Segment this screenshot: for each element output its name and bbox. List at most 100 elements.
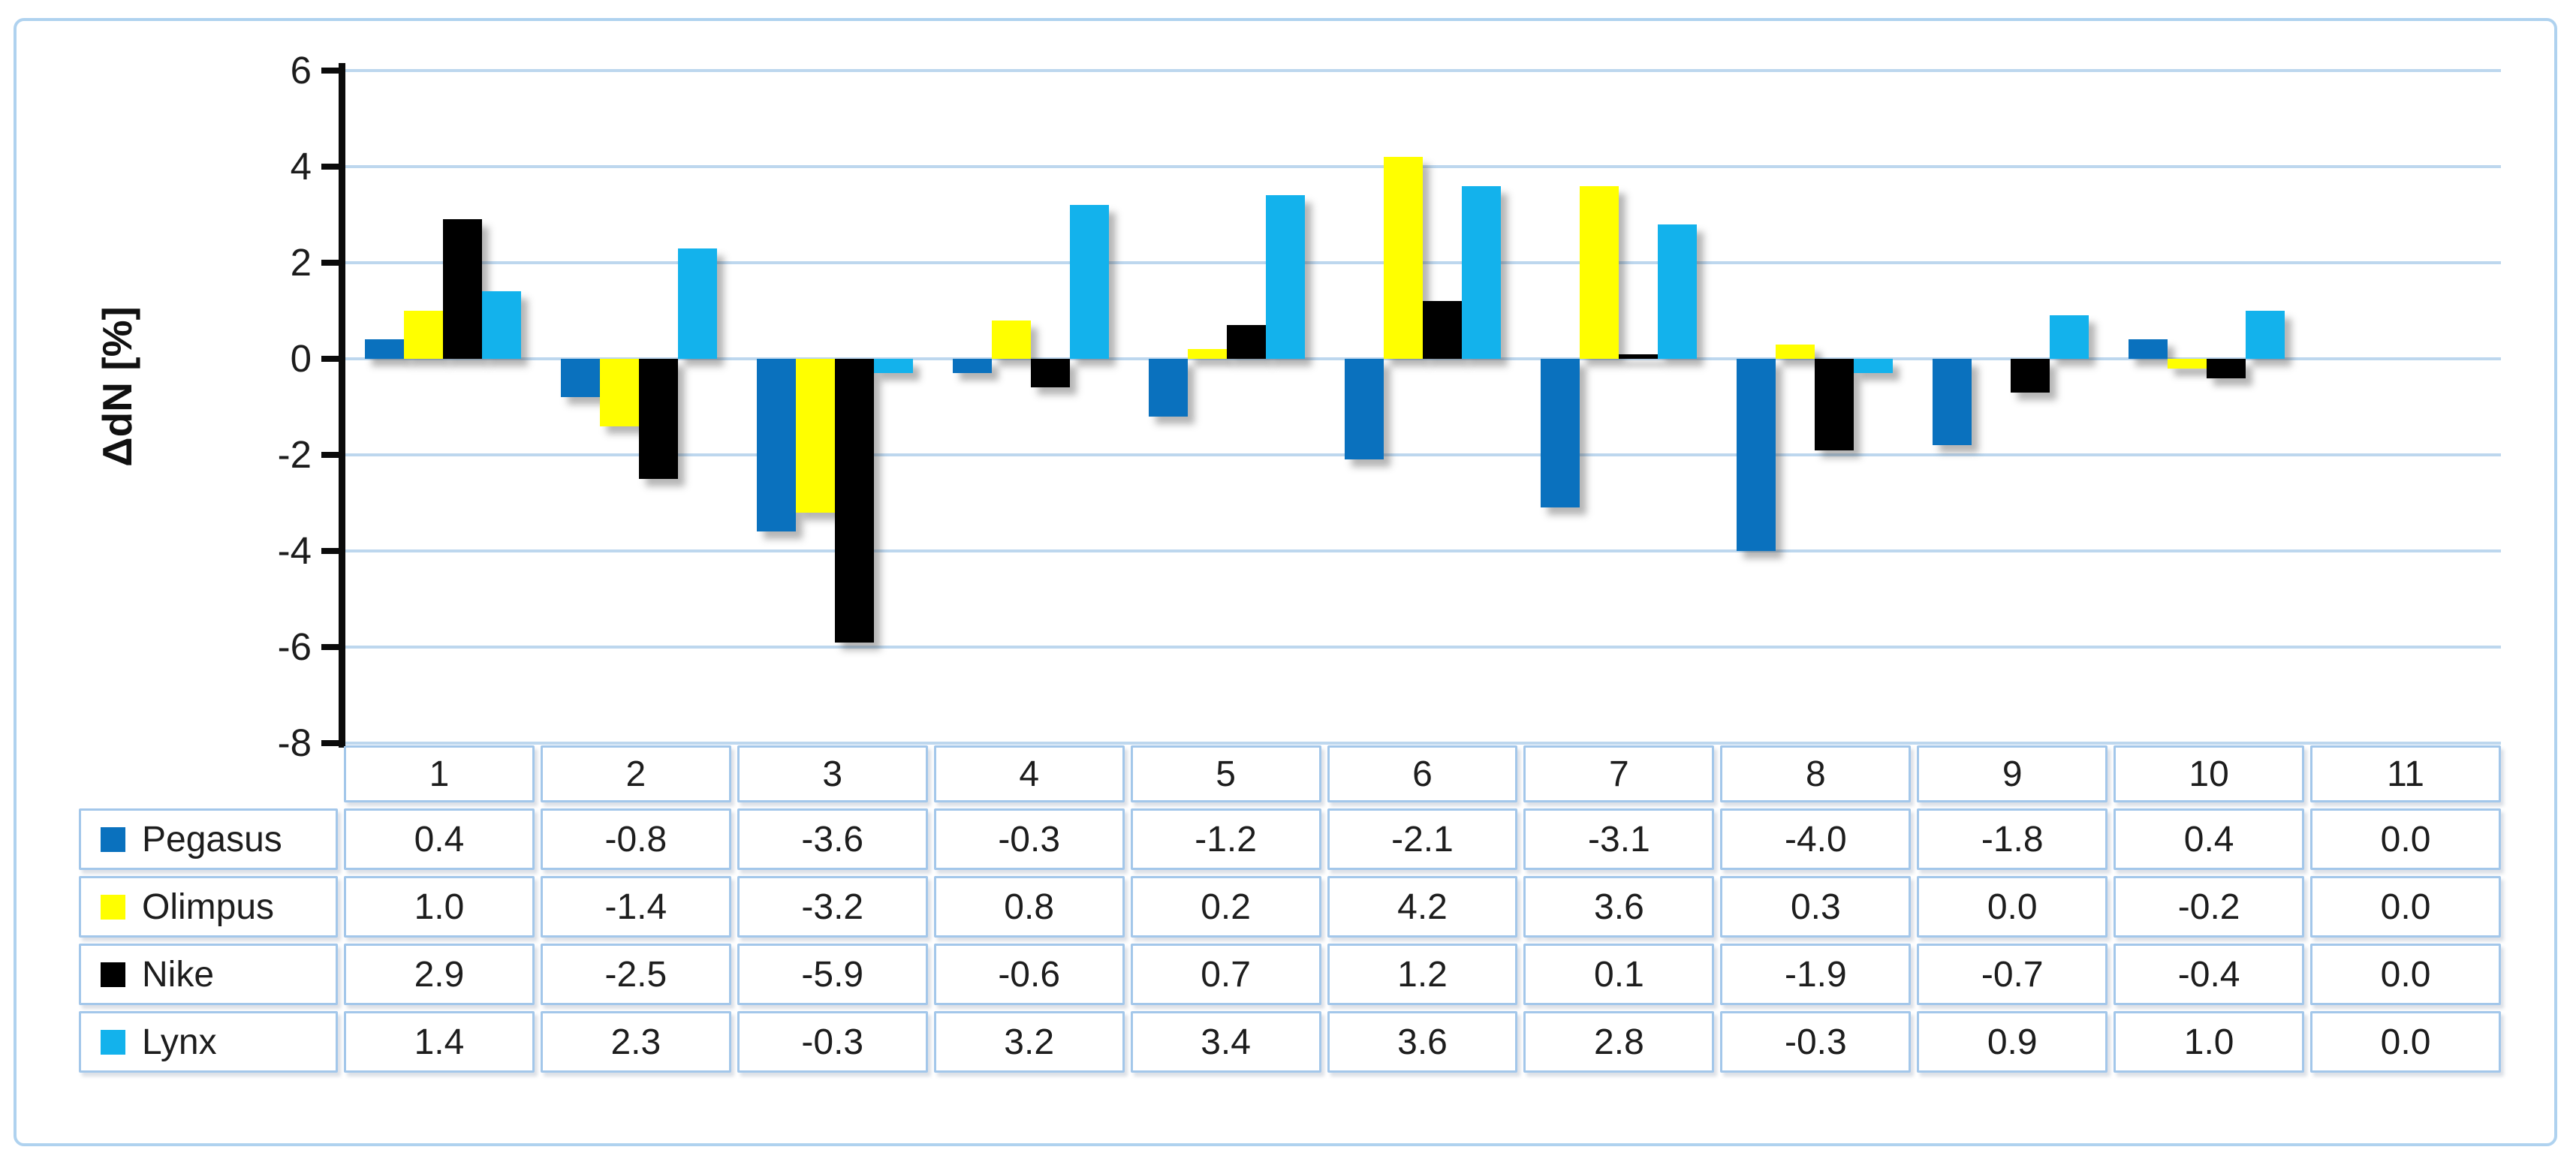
y-tick-mark [321, 452, 345, 458]
cell-nike-6: 1.2 [1327, 944, 1518, 1005]
bar-pegasus-7 [1541, 359, 1580, 508]
gridline-y--8 [345, 742, 2501, 745]
cell-pegasus-4: -0.3 [933, 808, 1125, 870]
plot-area [345, 69, 2501, 745]
cell-olimpus-9: 0.0 [1917, 876, 2108, 938]
bar-olimpus-6 [1384, 157, 1423, 359]
gridline-y--4 [345, 549, 2501, 552]
bar-olimpus-1 [404, 311, 443, 359]
bar-pegasus-5 [1149, 359, 1188, 417]
y-tick-mark [321, 548, 345, 554]
bar-lynx-3 [874, 359, 913, 374]
table-header-1: 1 [344, 745, 535, 802]
cell-pegasus-8: -4.0 [1720, 808, 1912, 870]
bar-olimpus-5 [1188, 349, 1227, 359]
cell-olimpus-1: 1.0 [344, 876, 535, 938]
legend-label-lynx: Lynx [142, 1022, 217, 1062]
y-tick-label--6: -6 [277, 625, 312, 668]
bar-lynx-6 [1462, 185, 1501, 359]
bar-nike-6 [1423, 301, 1462, 359]
cell-lynx-1: 1.4 [344, 1011, 535, 1073]
y-tick-label-4: 4 [290, 145, 312, 188]
bar-lynx-10 [2246, 311, 2285, 359]
bar-nike-7 [1619, 354, 1658, 359]
bar-pegasus-10 [2129, 339, 2168, 359]
bar-olimpus-3 [796, 359, 835, 513]
cell-nike-1: 2.9 [344, 944, 535, 1005]
bar-lynx-2 [678, 248, 717, 359]
cell-pegasus-1: 0.4 [344, 808, 535, 870]
legend-label-pegasus: Pegasus [142, 819, 282, 859]
cell-nike-11: 0.0 [2310, 944, 2501, 1005]
bar-olimpus-4 [992, 320, 1031, 359]
gridline-y--6 [345, 646, 2501, 649]
legend-swatch-nike [101, 962, 125, 987]
cell-lynx-3: -0.3 [737, 1011, 928, 1073]
bar-pegasus-9 [1933, 359, 1972, 446]
legend-cell-olimpus: Olimpus [79, 876, 338, 938]
table-header-11: 11 [2310, 745, 2501, 802]
legend-label-olimpus: Olimpus [142, 887, 275, 927]
bar-lynx-1 [482, 291, 521, 359]
gridline-y-4 [345, 165, 2501, 168]
y-tick-label-0: 0 [290, 337, 312, 380]
gridline-y-0 [345, 357, 2501, 360]
y-tick-label-6: 6 [290, 49, 312, 92]
cell-nike-7: 0.1 [1523, 944, 1715, 1005]
data-table: 1 2 3 4 5 6 7 8 9 10 11 Pegasus 0.4 -0.8 -3.6 -0.3 -1.2-… [79, 745, 2501, 1073]
cell-pegasus-2: -0.8 [540, 808, 731, 870]
table-header-7: 7 [1523, 745, 1715, 802]
bar-lynx-9 [2050, 315, 2089, 359]
cell-olimpus-5: 0.2 [1130, 876, 1321, 938]
bar-pegasus-2 [561, 359, 600, 398]
table-header-8: 8 [1720, 745, 1912, 802]
cell-lynx-10: 1.0 [2114, 1011, 2305, 1073]
bar-nike-8 [1815, 359, 1854, 450]
cell-olimpus-11: 0.0 [2310, 876, 2501, 938]
bar-pegasus-3 [757, 359, 796, 532]
cell-lynx-8: -0.3 [1720, 1011, 1912, 1073]
legend-cell-lynx: Lynx [79, 1011, 338, 1073]
bar-olimpus-2 [600, 359, 639, 426]
bar-pegasus-4 [953, 359, 992, 374]
legend-cell-pegasus: Pegasus [79, 808, 338, 870]
cell-pegasus-3: -3.6 [737, 808, 928, 870]
gridline-y-6 [345, 69, 2501, 72]
bar-olimpus-8 [1776, 344, 1815, 359]
bar-pegasus-6 [1345, 359, 1384, 460]
cell-nike-5: 0.7 [1130, 944, 1321, 1005]
legend-cell-nike: Nike [79, 944, 338, 1005]
bar-nike-9 [2011, 359, 2050, 393]
bar-nike-1 [443, 219, 482, 359]
cell-olimpus-3: -3.2 [737, 876, 928, 938]
cell-pegasus-9: -1.8 [1917, 808, 2108, 870]
y-tick-mark [321, 260, 345, 266]
table-header-6: 6 [1327, 745, 1518, 802]
cell-nike-10: -0.4 [2114, 944, 2305, 1005]
legend-swatch-lynx [101, 1029, 125, 1055]
bar-nike-2 [639, 359, 678, 479]
bar-olimpus-10 [2168, 359, 2207, 369]
bar-olimpus-7 [1580, 185, 1619, 359]
gridline-y-2 [345, 261, 2501, 264]
cell-olimpus-2: -1.4 [540, 876, 731, 938]
cell-nike-9: -0.7 [1917, 944, 2108, 1005]
cell-lynx-9: 0.9 [1917, 1011, 2108, 1073]
y-tick-label-2: 2 [290, 241, 312, 284]
cell-pegasus-7: -3.1 [1523, 808, 1715, 870]
cell-olimpus-6: 4.2 [1327, 876, 1518, 938]
y-tick-mark [321, 644, 345, 650]
bar-pegasus-8 [1737, 359, 1776, 551]
cell-nike-2: -2.5 [540, 944, 731, 1005]
cell-lynx-6: 3.6 [1327, 1011, 1518, 1073]
cell-lynx-11: 0.0 [2310, 1011, 2501, 1073]
cell-olimpus-10: -0.2 [2114, 876, 2305, 938]
bar-nike-5 [1227, 325, 1266, 359]
cell-pegasus-6: -2.1 [1327, 808, 1518, 870]
cell-pegasus-11: 0.0 [2310, 808, 2501, 870]
bar-nike-4 [1031, 359, 1070, 388]
bar-lynx-8 [1854, 359, 1893, 374]
legend-swatch-olimpus [101, 894, 125, 920]
bar-nike-3 [835, 359, 874, 643]
legend-label-nike: Nike [142, 954, 215, 995]
